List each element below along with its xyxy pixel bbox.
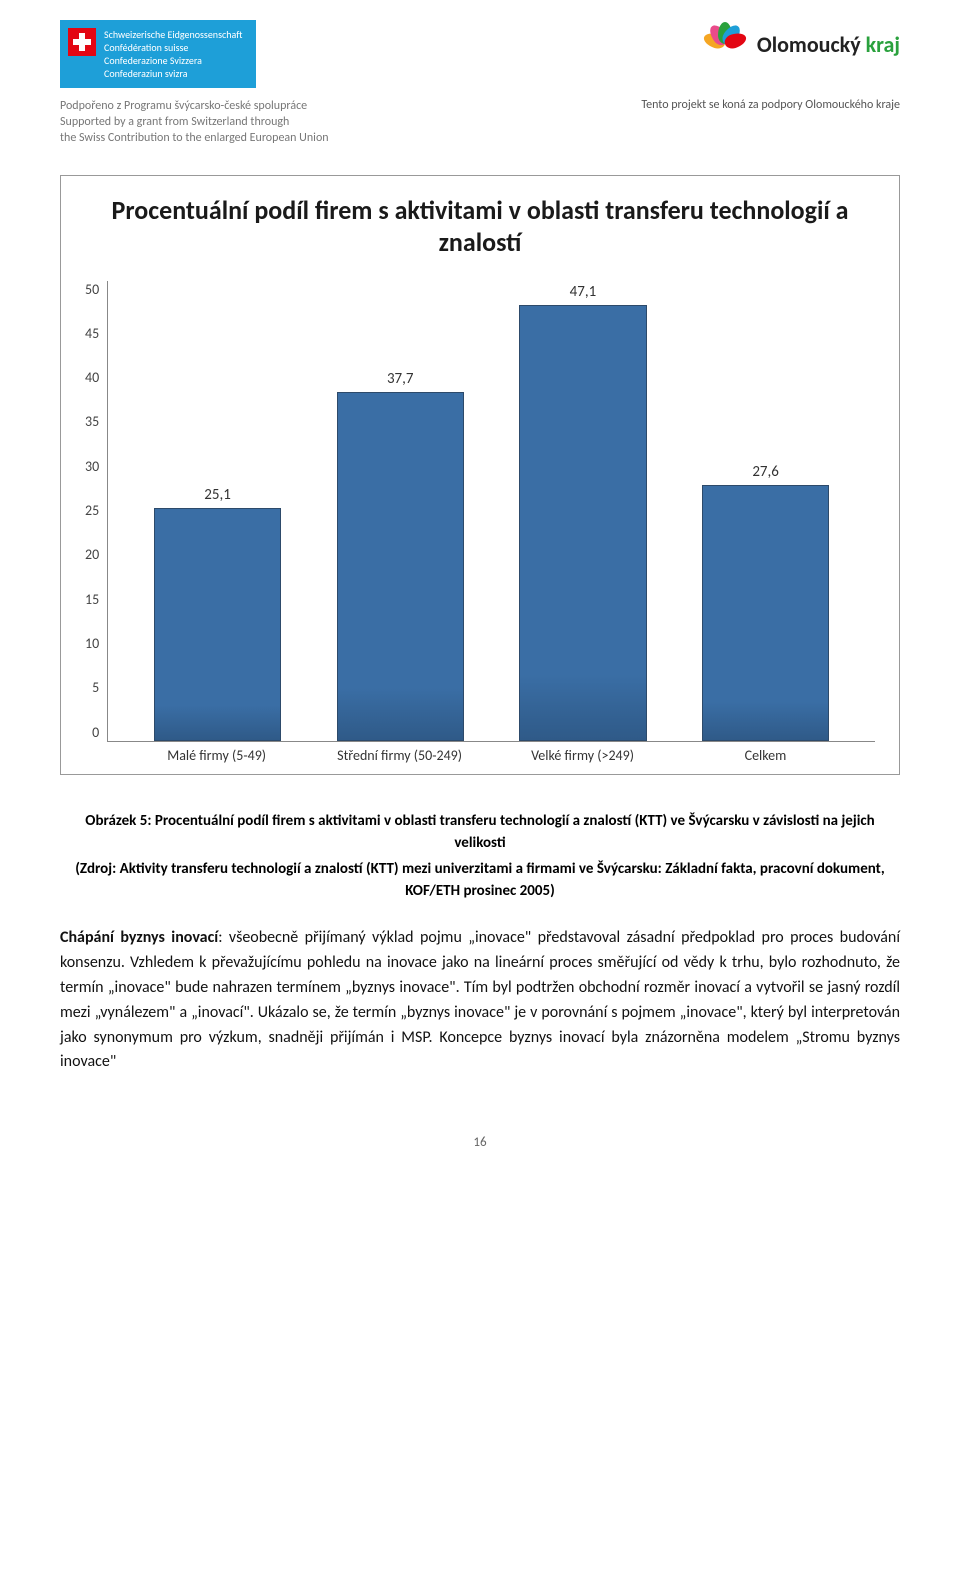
subheader-left: Podpořeno z Programu švýcarsko-české spo… xyxy=(60,98,329,147)
olomouc-word: Olomoucký xyxy=(757,31,861,58)
y-tick: 15 xyxy=(85,591,99,608)
bar-value-label: 25,1 xyxy=(204,486,231,504)
subheader-left-line2: Supported by a grant from Switzerland th… xyxy=(60,114,329,130)
y-tick: 10 xyxy=(85,635,99,652)
bar xyxy=(519,305,646,740)
figure-source: (Zdroj: Aktivity transferu technologií a… xyxy=(60,859,900,903)
header-logos: Schweizerische Eidgenossenschaft Confédé… xyxy=(60,20,900,88)
y-tick: 45 xyxy=(85,325,99,342)
swiss-line-1: Schweizerische Eidgenossenschaft xyxy=(104,28,242,41)
bar xyxy=(337,392,464,741)
y-tick: 20 xyxy=(85,546,99,563)
bar-slot: 37,7 xyxy=(320,370,481,741)
x-tick-label: Velké firmy (>249) xyxy=(502,748,663,765)
page-number: 16 xyxy=(60,1135,900,1150)
subheader-left-line3: the Swiss Contribution to the enlarged E… xyxy=(60,130,329,146)
bar-value-label: 27,6 xyxy=(752,463,779,481)
subheader-right: Tento projekt se koná za podpory Olomouc… xyxy=(641,98,900,147)
olomouc-kraj: kraj xyxy=(861,31,900,58)
chart-plot: 25,1 37,7 47,1 27,6 xyxy=(107,281,875,742)
body-paragraph: Chápání byznys inovací: všeobecně přijím… xyxy=(60,926,900,1075)
y-tick: 5 xyxy=(92,679,99,696)
x-tick-label: Malé firmy (5-49) xyxy=(136,748,297,765)
chart-y-axis: 50454035302520151050 xyxy=(85,281,107,741)
bar-slot: 25,1 xyxy=(137,486,298,741)
bar-slot: 27,6 xyxy=(685,463,846,741)
swiss-line-4: Confederaziun svizra xyxy=(104,67,242,80)
figure-label: Obrázek 5: Procentuální podíl firem s ak… xyxy=(60,811,900,855)
swiss-line-2: Confédération suisse xyxy=(104,41,242,54)
body-rest: : všeobecně přijímaný výklad pojmu „inov… xyxy=(60,928,900,1071)
x-tick-label: Celkem xyxy=(685,748,846,765)
subheader: Podpořeno z Programu švýcarsko-české spo… xyxy=(60,98,900,147)
figure-caption-block: Obrázek 5: Procentuální podíl firem s ak… xyxy=(60,811,900,1075)
body-strong: Chápání byznys inovací xyxy=(60,928,218,947)
y-tick: 30 xyxy=(85,458,99,475)
chart-bars-row: 25,1 37,7 47,1 27,6 xyxy=(108,281,875,741)
chart-area: 50454035302520151050 25,137,747,127,6 Ma… xyxy=(85,281,875,765)
y-tick: 50 xyxy=(85,281,99,298)
chart-x-labels: Malé firmy (5-49) Střední firmy (50-249) V… xyxy=(107,742,875,765)
subheader-left-line1: Podpořeno z Programu švýcarsko-české spo… xyxy=(60,98,329,114)
olomouc-petals-icon xyxy=(701,20,749,68)
chart-title: Procentuální podíl firem s aktivitami v … xyxy=(85,194,875,259)
swiss-flag-icon xyxy=(68,28,96,56)
olomouc-logo: Olomoucký kraj xyxy=(701,20,900,68)
y-tick: 40 xyxy=(85,369,99,386)
bar xyxy=(702,485,829,741)
y-tick: 25 xyxy=(85,502,99,519)
x-tick-label: Střední firmy (50-249) xyxy=(319,748,480,765)
y-tick: 0 xyxy=(92,724,99,741)
chart-container: Procentuální podíl firem s aktivitami v … xyxy=(60,175,900,776)
olomouc-logo-text: Olomoucký kraj xyxy=(757,31,900,58)
bar-value-label: 47,1 xyxy=(570,283,597,301)
swiss-confederation-text: Schweizerische Eidgenossenschaft Confédé… xyxy=(104,28,242,80)
bar-slot: 47,1 xyxy=(503,283,664,740)
bar xyxy=(154,508,281,741)
bar-value-label: 37,7 xyxy=(387,370,414,388)
swiss-confederation-badge: Schweizerische Eidgenossenschaft Confédé… xyxy=(60,20,256,88)
y-tick: 35 xyxy=(85,413,99,430)
swiss-line-3: Confederazione Svizzera xyxy=(104,54,242,67)
